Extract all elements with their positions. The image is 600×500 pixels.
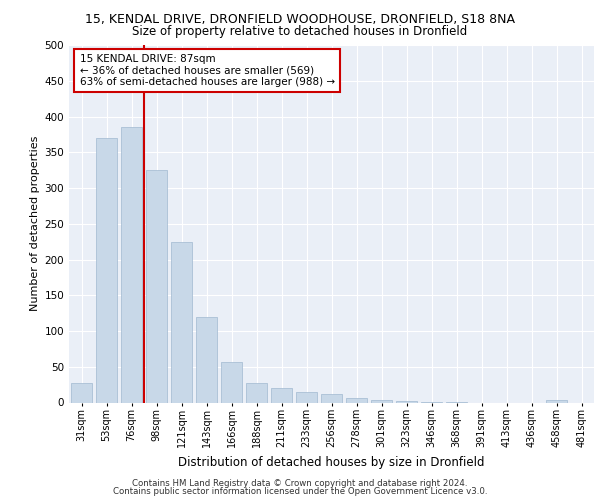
- Bar: [321, 394, 342, 402]
- Bar: [71, 383, 92, 402]
- Bar: [546, 400, 567, 402]
- Text: 15, KENDAL DRIVE, DRONFIELD WOODHOUSE, DRONFIELD, S18 8NA: 15, KENDAL DRIVE, DRONFIELD WOODHOUSE, D…: [85, 12, 515, 26]
- Text: Contains HM Land Registry data © Crown copyright and database right 2024.: Contains HM Land Registry data © Crown c…: [132, 478, 468, 488]
- Text: Size of property relative to detached houses in Dronfield: Size of property relative to detached ho…: [133, 25, 467, 38]
- Bar: [146, 170, 167, 402]
- Bar: [196, 316, 217, 402]
- Bar: [96, 138, 117, 402]
- Bar: [171, 242, 192, 402]
- Bar: [396, 401, 417, 402]
- Bar: [271, 388, 292, 402]
- Bar: [221, 362, 242, 403]
- Bar: [121, 127, 142, 402]
- Y-axis label: Number of detached properties: Number of detached properties: [30, 136, 40, 312]
- Text: Contains public sector information licensed under the Open Government Licence v3: Contains public sector information licen…: [113, 488, 487, 496]
- Bar: [246, 383, 267, 402]
- Text: 15 KENDAL DRIVE: 87sqm
← 36% of detached houses are smaller (569)
63% of semi-de: 15 KENDAL DRIVE: 87sqm ← 36% of detached…: [79, 54, 335, 87]
- Bar: [346, 398, 367, 402]
- Bar: [296, 392, 317, 402]
- X-axis label: Distribution of detached houses by size in Dronfield: Distribution of detached houses by size …: [178, 456, 485, 469]
- Bar: [371, 400, 392, 402]
